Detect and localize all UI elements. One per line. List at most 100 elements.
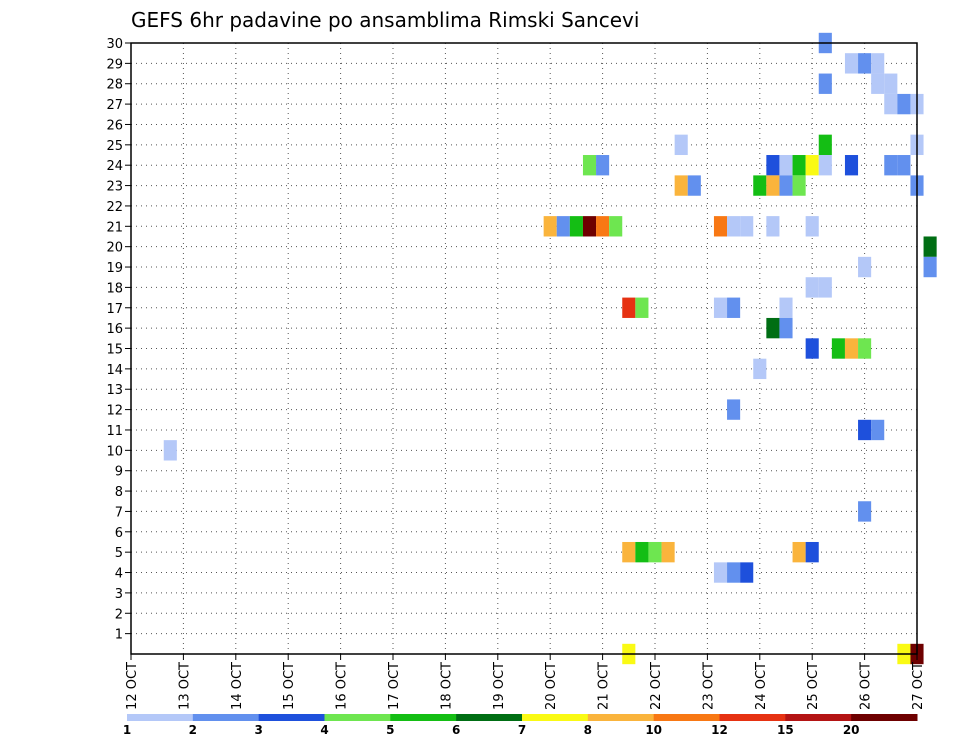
- heatmap-cell: [779, 317, 793, 339]
- heatmap-cell: [674, 134, 688, 156]
- y-tick-label: 28: [106, 78, 123, 93]
- cells-layer: [163, 32, 937, 665]
- legend-label: 6: [452, 723, 460, 737]
- heatmap-cell: [858, 501, 872, 522]
- heatmap-cell: [818, 155, 832, 176]
- x-tick-label: 14 OCT: [230, 662, 245, 710]
- y-tick-label: 15: [106, 343, 123, 358]
- heatmap-cell: [818, 134, 832, 156]
- x-tick-label: 18 OCT: [439, 662, 454, 710]
- legend-label: 4: [320, 723, 328, 737]
- y-tick-label: 30: [106, 37, 123, 52]
- heatmap-cell: [805, 277, 819, 298]
- x-tick-label: 12 OCT: [125, 662, 140, 710]
- heatmap-cell: [727, 399, 741, 420]
- heatmap-cell: [923, 236, 937, 257]
- legend-label: 3: [254, 723, 262, 737]
- heatmap-cell: [596, 155, 610, 176]
- axis-ticks: 1234567891011121314151617181920212223242…: [106, 37, 926, 710]
- heatmap-cell: [569, 216, 583, 237]
- legend: 1 2 3 4 5 6 7 8 10 12 15 20: [123, 714, 918, 737]
- y-tick-label: 11: [106, 424, 123, 439]
- heatmap-cell: [858, 419, 872, 441]
- legend-swatch: [785, 714, 852, 721]
- y-tick-label: 26: [106, 118, 123, 133]
- y-tick-label: 12: [106, 404, 123, 419]
- y-tick-label: 23: [106, 180, 123, 195]
- legend-swatch: [456, 714, 523, 721]
- y-tick-label: 14: [106, 363, 123, 378]
- legend-swatch: [324, 714, 391, 721]
- heatmap-cell: [871, 73, 885, 94]
- heatmap-cell: [622, 541, 636, 563]
- heatmap-cell: [648, 541, 662, 563]
- heatmap-cell: [661, 541, 675, 563]
- legend-swatch: [390, 714, 457, 721]
- legend-swatch: [258, 714, 325, 721]
- heatmap-cell: [871, 53, 885, 74]
- heatmap-cell: [792, 541, 806, 563]
- heatmap-cell: [596, 216, 610, 237]
- heatmap-cell: [766, 216, 780, 237]
- x-tick-label: 13 OCT: [177, 662, 192, 710]
- y-tick-label: 19: [106, 261, 123, 276]
- heatmap-cell: [923, 256, 937, 278]
- legend-label: 20: [843, 723, 860, 737]
- grid-lines: [131, 43, 917, 654]
- y-tick-label: 25: [106, 139, 123, 154]
- y-tick-label: 20: [106, 241, 123, 256]
- heatmap-cell: [884, 73, 898, 94]
- legend-label: 15: [777, 723, 794, 737]
- y-tick-label: 6: [115, 526, 123, 541]
- x-tick-label: 17 OCT: [387, 662, 402, 710]
- heatmap-cell: [635, 297, 649, 318]
- legend-swatch: [522, 714, 589, 721]
- heatmap-cell: [740, 562, 754, 583]
- heatmap-cell: [779, 175, 793, 196]
- y-tick-label: 27: [106, 98, 123, 113]
- y-tick-label: 22: [106, 200, 123, 215]
- heatmap-cell: [727, 216, 741, 237]
- heatmap-cell: [831, 338, 845, 359]
- heatmap-cell: [766, 155, 780, 176]
- y-tick-label: 13: [106, 383, 123, 398]
- legend-label: 12: [711, 723, 728, 737]
- heatmap-cell: [163, 440, 177, 461]
- legend-label: 1: [123, 723, 131, 737]
- heatmap-cell: [844, 338, 859, 359]
- legend-swatch: [587, 714, 655, 721]
- heatmap-cell: [753, 358, 767, 380]
- legend-swatch: [192, 714, 260, 721]
- heatmap-cell: [622, 297, 636, 318]
- heatmap-cell: [792, 155, 806, 176]
- heatmap-cell: [674, 175, 688, 196]
- heatmap-cell: [779, 155, 793, 176]
- y-tick-label: 2: [115, 607, 123, 622]
- heatmap-cell: [779, 297, 793, 318]
- legend-swatch: [851, 714, 918, 721]
- heatmap-cell: [766, 175, 780, 196]
- legend-label: 8: [584, 723, 592, 737]
- heatmap-cell: [884, 155, 898, 176]
- heatmap-cell: [609, 216, 623, 237]
- y-tick-label: 7: [115, 505, 123, 520]
- y-tick-label: 21: [106, 220, 123, 235]
- heatmap-cell: [792, 175, 806, 196]
- y-tick-label: 16: [106, 322, 123, 337]
- heatmap-cell: [844, 155, 859, 176]
- legend-label: 10: [645, 723, 662, 737]
- x-tick-label: 20 OCT: [544, 662, 559, 710]
- heatmap-cell: [805, 155, 819, 176]
- x-tick-label: 21 OCT: [597, 662, 612, 710]
- heatmap-cell: [687, 175, 701, 196]
- heatmap-cell: [543, 216, 557, 237]
- heatmap-cell: [713, 562, 728, 583]
- heatmap-cell: [713, 216, 728, 237]
- legend-swatch: [653, 714, 720, 721]
- y-tick-label: 17: [106, 302, 123, 317]
- x-tick-label: 15 OCT: [282, 662, 297, 710]
- heatmap-cell: [727, 297, 741, 318]
- y-tick-label: 8: [115, 485, 123, 500]
- heatmap-cell: [858, 256, 872, 278]
